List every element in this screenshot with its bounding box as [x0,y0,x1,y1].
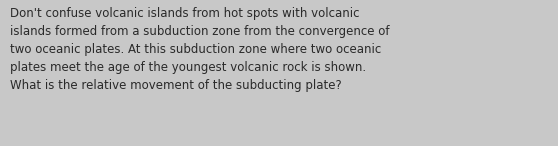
Text: Don't confuse volcanic islands from hot spots with volcanic
islands formed from : Don't confuse volcanic islands from hot … [10,7,389,92]
